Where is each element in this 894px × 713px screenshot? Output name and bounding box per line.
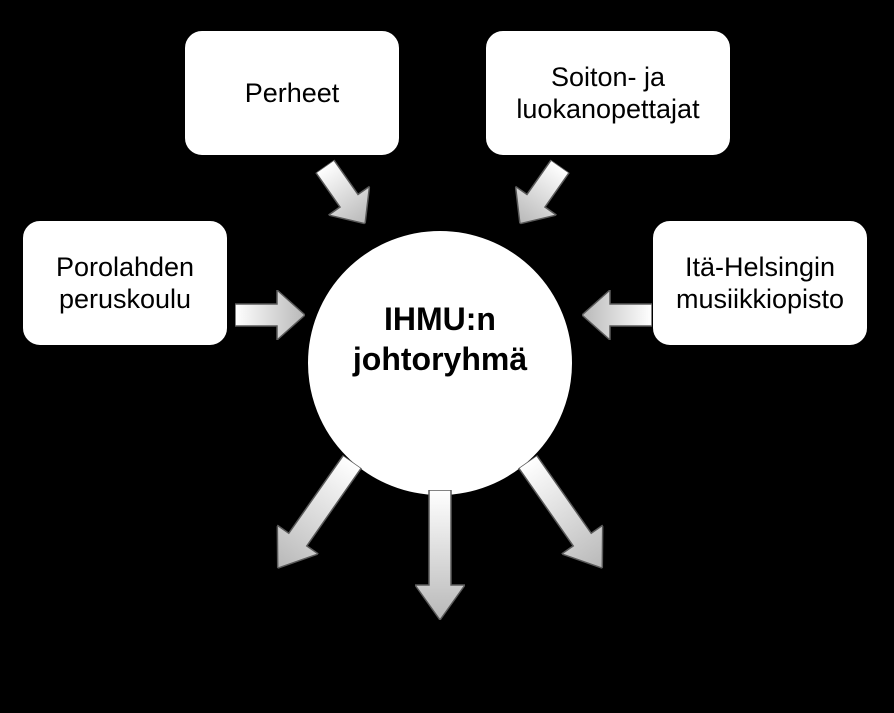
box-label: Perheet [245,77,340,109]
arrow-out-middle [415,490,465,620]
box-label: Soiton- jaluokanopettajat [516,61,699,126]
box-porolahden: Porolahdenperuskoulu [20,218,230,348]
arrow-in-soiton [499,152,580,238]
box-label: Porolahdenperuskoulu [56,251,194,316]
box-perheet: Perheet [182,28,402,158]
box-itahelsingin: Itä-Helsinginmusiikkiopisto [650,218,870,348]
center-node-label: IHMU:njohtoryhmä [353,299,527,379]
arrow-out-left [257,447,373,582]
arrow-in-itahelsingin [582,290,652,340]
box-soiton: Soiton- jaluokanopettajat [483,28,733,158]
arrow-in-porolahden [235,290,305,340]
box-label: Itä-Helsinginmusiikkiopisto [676,251,844,316]
arrow-in-perheet [304,152,385,238]
arrow-out-right [507,447,623,582]
